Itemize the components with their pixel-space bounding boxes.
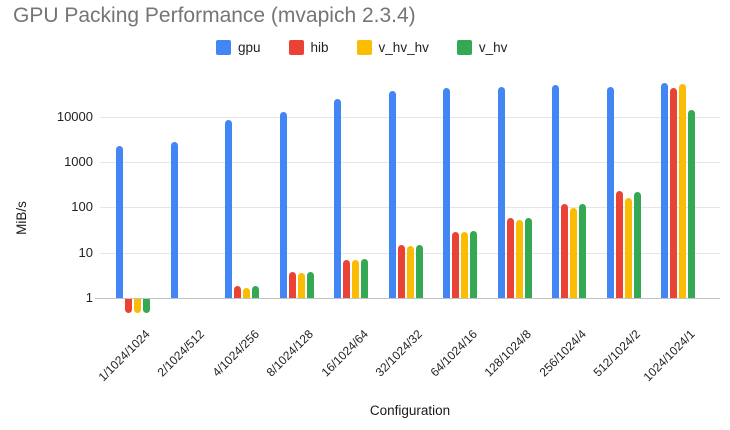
bar-v_hv-1024-1024-1[interactable] <box>688 110 695 298</box>
x-tick-label: 512/1024/2 <box>591 327 644 380</box>
bar-gpu-64-1024-16[interactable] <box>443 87 450 298</box>
bar-v_hv-128-1024-8[interactable] <box>524 218 532 298</box>
legend-swatch-hib <box>288 40 304 55</box>
x-tick-label: 2/1024/512 <box>155 327 208 380</box>
bar-gpu-512-1024-2[interactable] <box>606 87 614 298</box>
bar-gpu-16-1024-64[interactable] <box>334 98 341 298</box>
bar-v_hv-16-1024-64[interactable] <box>361 258 368 298</box>
bar-v_hv_hv-16-1024-64[interactable] <box>352 260 359 298</box>
legend-item-hib: hib <box>288 40 329 55</box>
x-tick-label: 256/1024/4 <box>536 327 589 380</box>
bar-v_hv-8-1024-128[interactable] <box>306 271 314 298</box>
gridline <box>100 116 720 118</box>
bar-v_hv-256-1024-4[interactable] <box>579 203 586 298</box>
x-tick-label: 64/1024/16 <box>427 327 480 380</box>
x-axis-line <box>95 298 720 299</box>
x-tick-label: 8/1024/128 <box>264 327 317 380</box>
y-tick-label: 1000 <box>64 154 93 169</box>
legend-label: gpu <box>238 40 261 55</box>
bar-hib-32-1024-32[interactable] <box>397 244 405 298</box>
chart-title: GPU Packing Performance (mvapich 2.3.4) <box>13 4 416 27</box>
bar-gpu-2-1024-512[interactable] <box>170 142 178 298</box>
bar-v_hv_hv-32-1024-32[interactable] <box>406 246 414 298</box>
bar-hib-512-1024-2[interactable] <box>615 190 623 298</box>
bar-v_hv_hv-64-1024-16[interactable] <box>461 232 468 298</box>
x-tick-label: 16/1024/64 <box>318 327 371 380</box>
legend-label: v_hv_hv <box>378 40 429 55</box>
y-tick-label: 100 <box>71 199 93 215</box>
legend-swatch-v_hv_hv <box>356 40 372 55</box>
x-tick-label: 32/1024/32 <box>373 327 426 380</box>
x-tick-label: 1024/1024/1 <box>640 327 698 385</box>
bar-v_hv-32-1024-32[interactable] <box>415 244 423 298</box>
bar-gpu-8-1024-128[interactable] <box>279 111 287 298</box>
x-tick-label: 1/1024/1024 <box>95 327 153 385</box>
bar-hib-128-1024-8[interactable] <box>506 218 514 298</box>
plot-area <box>95 78 720 313</box>
bar-hib-256-1024-4[interactable] <box>561 203 568 298</box>
bar-gpu-1024-1024-1[interactable] <box>661 83 668 298</box>
bar-v_hv-512-1024-2[interactable] <box>633 192 641 298</box>
y-tick-label: 10000 <box>56 108 93 124</box>
y-tick-label: 1 <box>85 290 93 305</box>
bar-hib-16-1024-64[interactable] <box>343 259 350 298</box>
legend-item-v_hv: v_hv <box>456 40 508 55</box>
bar-hib-1-1024-1024[interactable] <box>125 299 132 313</box>
bar-gpu-4-1024-256[interactable] <box>225 120 232 298</box>
x-axis-title: Configuration <box>369 403 451 418</box>
bar-v_hv_hv-4-1024-256[interactable] <box>243 287 250 298</box>
bar-v_hv_hv-512-1024-2[interactable] <box>624 198 632 298</box>
x-tick-label: 128/1024/8 <box>482 327 535 380</box>
bar-v_hv_hv-1-1024-1024[interactable] <box>134 299 141 313</box>
bar-v_hv_hv-256-1024-4[interactable] <box>570 208 577 298</box>
bar-v_hv_hv-8-1024-128[interactable] <box>297 272 305 298</box>
bar-v_hv_hv-128-1024-8[interactable] <box>515 220 523 298</box>
legend-swatch-gpu <box>216 40 231 55</box>
bar-hib-8-1024-128[interactable] <box>288 272 296 298</box>
y-axis-title: MiB/s <box>14 201 29 235</box>
legend-item-gpu: gpu <box>216 40 261 55</box>
bar-gpu-256-1024-4[interactable] <box>552 85 559 298</box>
bar-v_hv-64-1024-16[interactable] <box>470 231 477 298</box>
legend: gpu hib v_hv_hv v_hv <box>216 40 507 55</box>
y-tick-label: 10 <box>78 244 93 260</box>
legend-swatch-v_hv <box>456 40 472 55</box>
legend-label: v_hv <box>478 40 508 55</box>
legend-label: hib <box>310 40 329 55</box>
bar-gpu-32-1024-32[interactable] <box>388 91 396 298</box>
x-tick-label: 4/1024/256 <box>209 327 262 380</box>
bar-hib-1024-1024-1[interactable] <box>670 87 677 298</box>
bar-v_hv_hv-1024-1024-1[interactable] <box>679 84 686 298</box>
bar-v_hv-1-1024-1024[interactable] <box>143 299 150 313</box>
bar-v_hv-4-1024-256[interactable] <box>252 286 259 298</box>
legend-item-v_hv_hv: v_hv_hv <box>356 40 429 55</box>
gridline <box>100 162 720 163</box>
gridline <box>100 207 720 209</box>
bar-gpu-1-1024-1024[interactable] <box>116 146 123 298</box>
bar-hib-4-1024-256[interactable] <box>234 286 241 298</box>
bar-hib-64-1024-16[interactable] <box>452 231 459 298</box>
bar-gpu-128-1024-8[interactable] <box>497 86 505 298</box>
